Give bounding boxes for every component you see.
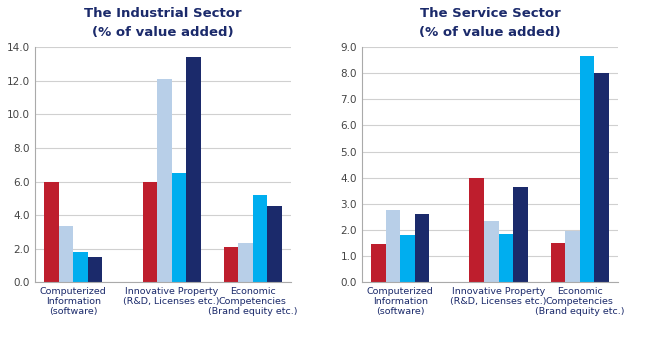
Bar bbox=[59, 226, 73, 282]
Bar bbox=[400, 235, 415, 282]
Bar bbox=[371, 244, 386, 282]
Bar bbox=[224, 247, 238, 282]
Bar bbox=[88, 257, 103, 282]
Bar bbox=[386, 210, 400, 282]
Bar bbox=[44, 181, 59, 282]
Bar bbox=[469, 178, 484, 282]
Bar bbox=[267, 206, 282, 282]
Bar bbox=[499, 234, 513, 282]
Title: The Service Sector
(% of value added): The Service Sector (% of value added) bbox=[419, 7, 561, 39]
Bar bbox=[594, 73, 608, 282]
Bar bbox=[551, 243, 565, 282]
Bar bbox=[157, 79, 172, 282]
Bar bbox=[580, 56, 594, 282]
Title: The Industrial Sector
(% of value added): The Industrial Sector (% of value added) bbox=[84, 7, 242, 39]
Bar bbox=[186, 57, 201, 282]
Bar bbox=[513, 187, 528, 282]
Bar bbox=[253, 195, 267, 282]
Bar bbox=[238, 243, 253, 282]
Bar bbox=[484, 221, 499, 282]
Bar bbox=[415, 214, 430, 282]
Bar bbox=[73, 252, 88, 282]
Bar bbox=[172, 173, 186, 282]
Bar bbox=[142, 181, 157, 282]
Bar bbox=[565, 231, 580, 282]
